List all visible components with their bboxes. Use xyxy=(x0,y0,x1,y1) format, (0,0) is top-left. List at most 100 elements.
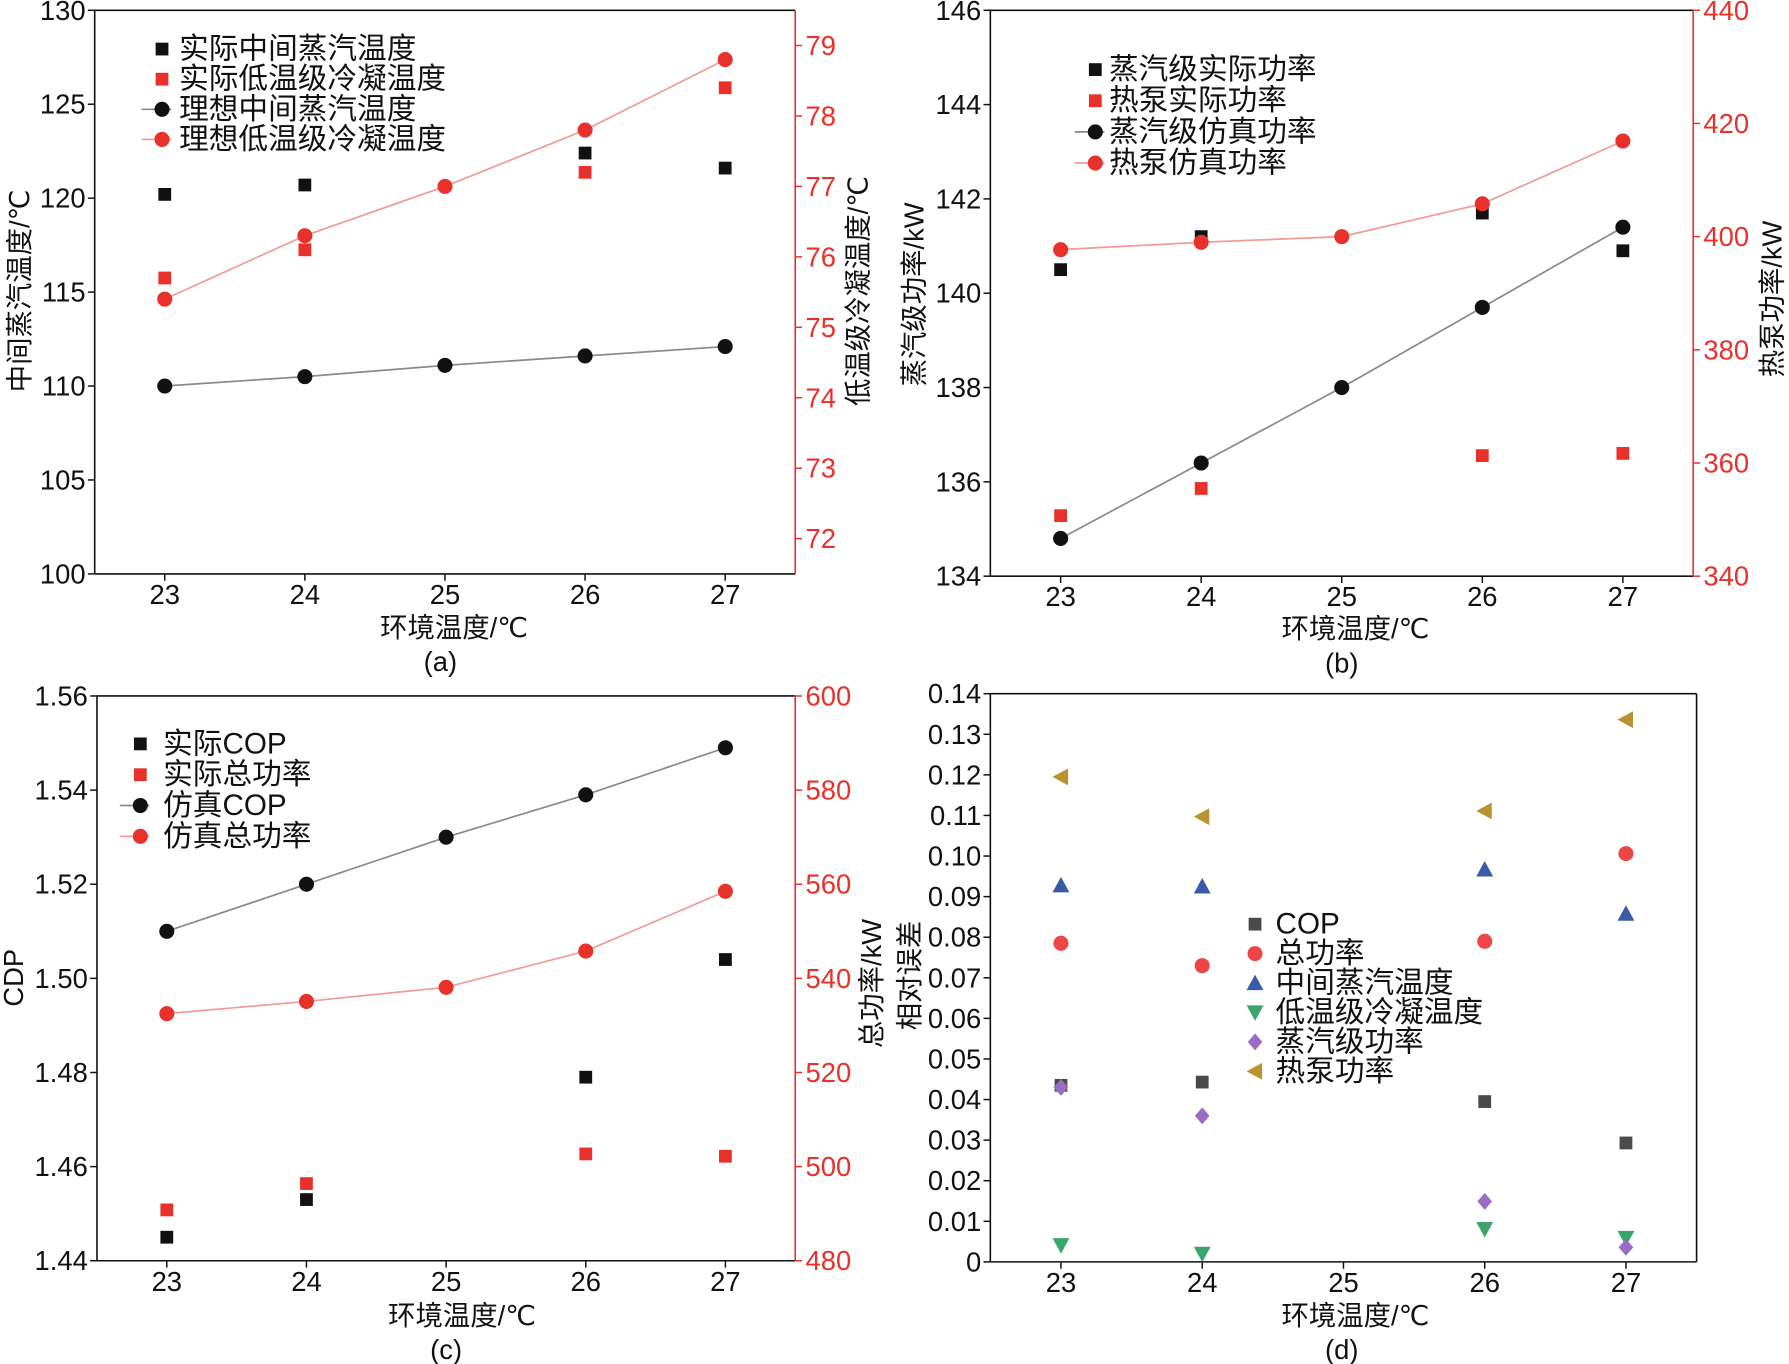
legend-marker xyxy=(1246,1062,1263,1080)
legend-item: 仿真COP xyxy=(119,789,287,822)
chart-d-series-3 xyxy=(1052,1221,1635,1263)
legend-item: 实际低温级冷凝温度 xyxy=(155,63,446,96)
chart-b-series-2-point xyxy=(1615,219,1631,235)
legend-marker xyxy=(1087,155,1103,171)
chart-c-series-1-point xyxy=(300,1177,313,1190)
chart-a-series-1-point xyxy=(298,243,312,257)
x-tick-label: 24 xyxy=(290,579,320,610)
y-right-tick-label: 380 xyxy=(1703,334,1749,365)
legend-label: 蒸汽级实际功率 xyxy=(1109,53,1317,86)
legend-item: 理想低温级冷凝温度 xyxy=(141,123,446,156)
legend-label: 仿真COP xyxy=(163,789,287,822)
x-tick-label: 25 xyxy=(1328,1267,1358,1298)
legend-marker xyxy=(1247,1033,1263,1051)
chart-c-series-2 xyxy=(159,740,733,939)
legend-item: 实际中间蒸汽温度 xyxy=(155,33,416,66)
chart-c-series-2-point xyxy=(717,740,733,756)
y-tick-label: 0.07 xyxy=(928,962,981,993)
legend-marker xyxy=(154,101,170,117)
legend-item: COP xyxy=(1248,908,1340,941)
legend-label: 热泵仿真功率 xyxy=(1109,147,1287,180)
legend-marker xyxy=(1088,63,1102,76)
x-tick-label: 23 xyxy=(150,579,180,610)
series-line xyxy=(166,890,726,1015)
chart-b-series-0-point xyxy=(1616,244,1630,258)
chart-d-series-4-point xyxy=(1477,1192,1493,1210)
y-right-tick-label: 520 xyxy=(806,1057,852,1088)
chart-b-series-0-point xyxy=(1054,263,1068,277)
legend-label: 实际COP xyxy=(163,727,287,760)
legend-label: 总功率 xyxy=(1276,937,1365,970)
chart-a-series-3 xyxy=(157,52,733,307)
x-axis-title: 环境温度/℃ xyxy=(1282,613,1430,644)
y-right-tick-label: 400 xyxy=(1703,221,1749,252)
chart-d-series-1-point xyxy=(1194,958,1210,974)
x-tick-label: 25 xyxy=(431,1266,461,1297)
chart-d-series-5 xyxy=(1052,711,1634,826)
y-tick-label: 1.48 xyxy=(35,1057,88,1088)
legend-marker xyxy=(1247,946,1263,962)
chart-a-series-0-point xyxy=(718,161,732,175)
legend-marker xyxy=(1246,1005,1264,1021)
y-tick-label: 0.13 xyxy=(928,719,981,750)
x-tick-label: 27 xyxy=(1611,1267,1641,1298)
chart-d-series-0-point xyxy=(1619,1136,1633,1150)
chart-c-series-1 xyxy=(160,1147,732,1217)
x-tick-label: 26 xyxy=(1469,1267,1499,1298)
y-axis-title: 中间蒸汽温度/℃ xyxy=(4,190,35,393)
legend-item: 蒸汽级仿真功率 xyxy=(1074,115,1317,148)
y-right-tick-label: 72 xyxy=(806,523,836,554)
chart-d-series-2-point xyxy=(1476,860,1494,877)
y-tick-label: 144 xyxy=(936,89,982,120)
y-tick-label: 120 xyxy=(40,183,86,214)
y-tick-label: 1.50 xyxy=(35,963,88,994)
chart-d-series-1 xyxy=(1053,846,1634,974)
chart-d-series-5-point xyxy=(1476,802,1492,820)
panel-caption: (a) xyxy=(424,646,457,677)
chart-d-series-4-point xyxy=(1194,1107,1210,1125)
chart-d-series-2 xyxy=(1052,860,1635,921)
y-right-tick-label: 480 xyxy=(806,1245,852,1276)
legend-marker xyxy=(133,768,147,782)
chart-c-series-3-point xyxy=(578,943,594,959)
y-tick-label: 142 xyxy=(936,183,982,214)
chart-d-series-5-point xyxy=(1193,808,1210,826)
chart-a-series-2-point xyxy=(437,357,453,373)
legend-label: 理想中间蒸汽温度 xyxy=(179,93,416,126)
chart-a-series-0-point xyxy=(158,187,172,201)
y-tick-label: 1.44 xyxy=(35,1245,88,1276)
panel-caption: (d) xyxy=(1325,1334,1358,1364)
chart-b-series-2-point xyxy=(1053,530,1069,546)
chart-c-series-0-point xyxy=(300,1193,313,1206)
legend-label: 蒸汽级功率 xyxy=(1276,1025,1424,1058)
chart-a-series-1-point xyxy=(578,165,592,179)
chart-a-series-3-point xyxy=(577,122,593,138)
y-right-tick-label: 600 xyxy=(806,680,852,711)
chart-b-series-1-point xyxy=(1616,446,1630,460)
chart-b-series-3-point xyxy=(1334,229,1350,245)
chart-b-series-3 xyxy=(1053,133,1631,258)
y-tick-label: 0.12 xyxy=(928,759,981,790)
legend-item: 蒸汽级功率 xyxy=(1247,1025,1424,1058)
legend-item: 中间蒸汽温度 xyxy=(1246,967,1454,1000)
chart-c-series-3-point xyxy=(159,1006,175,1022)
chart-d-series-4-point xyxy=(1618,1238,1634,1256)
legend-marker xyxy=(154,131,170,147)
chart-b-series-3-point xyxy=(1615,133,1631,149)
y-tick-label: 140 xyxy=(936,278,982,309)
legend-marker xyxy=(155,72,169,86)
y-right-tick-label: 560 xyxy=(806,869,852,900)
legend-marker xyxy=(1088,94,1102,108)
y-tick-label: 0.04 xyxy=(928,1084,981,1115)
y-right-axis-title: 总功率/kW xyxy=(856,919,887,1048)
y-right-tick-label: 74 xyxy=(806,382,836,413)
legend-item: 实际COP xyxy=(133,727,287,760)
legend-label: 实际低温级冷凝温度 xyxy=(179,63,446,96)
y-right-tick-label: 73 xyxy=(806,453,836,484)
chart-c-series-2-point xyxy=(159,923,175,939)
chart-b-series-2-point xyxy=(1334,380,1350,396)
x-tick-label: 24 xyxy=(1186,581,1216,612)
y-tick-label: 0.05 xyxy=(928,1043,981,1074)
